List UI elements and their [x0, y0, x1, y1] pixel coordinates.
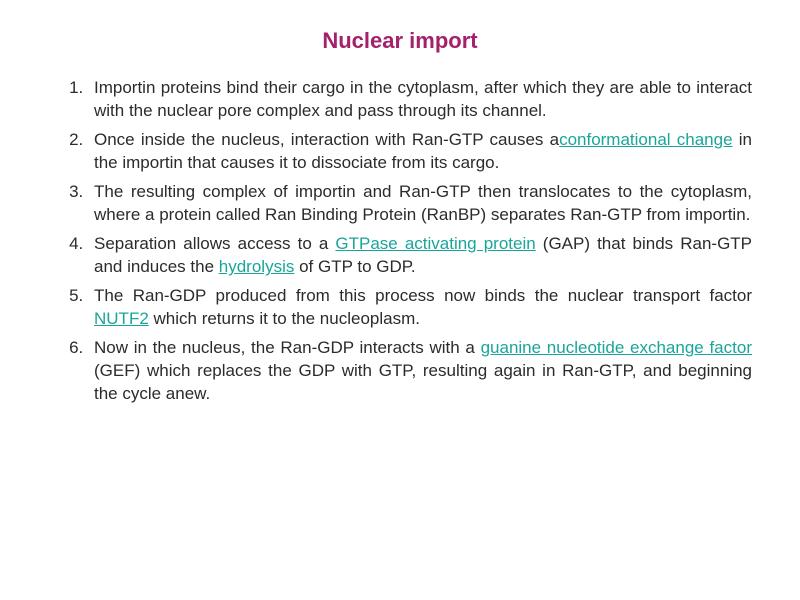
step-6-text-a: Now in the nucleus, the Ran-GDP interact…: [94, 338, 481, 357]
link-guanine-nucleotide-exchange-factor[interactable]: guanine nucleotide exchange factor: [481, 338, 752, 357]
link-hydrolysis[interactable]: hydrolysis: [219, 257, 295, 276]
step-6: Now in the nucleus, the Ran-GDP interact…: [88, 336, 752, 406]
step-1: Importin proteins bind their cargo in th…: [88, 76, 752, 123]
step-1-text: Importin proteins bind their cargo in th…: [94, 78, 752, 120]
step-2: Once inside the nucleus, interaction wit…: [88, 128, 752, 175]
step-5: The Ran-GDP produced from this process n…: [88, 284, 752, 331]
step-6-text-b: (GEF) which replaces the GDP with GTP, r…: [94, 361, 752, 403]
link-nutf2[interactable]: NUTF2: [94, 309, 149, 328]
step-5-text-a: The Ran-GDP produced from this process n…: [94, 286, 752, 305]
slide: Nuclear import Importin proteins bind th…: [0, 0, 800, 600]
step-3: The resulting complex of importin and Ra…: [88, 180, 752, 227]
step-2-text-a: Once inside the nucleus, interaction wit…: [94, 130, 559, 149]
steps-list: Importin proteins bind their cargo in th…: [48, 76, 752, 406]
step-3-text: The resulting complex of importin and Ra…: [94, 182, 752, 224]
link-conformational-change[interactable]: conformational change: [559, 130, 732, 149]
link-gtpase-activating-protein[interactable]: GTPase activating protein: [335, 234, 535, 253]
step-4: Separation allows access to a GTPase act…: [88, 232, 752, 279]
step-4-text-a: Separation allows access to a: [94, 234, 335, 253]
step-4-text-c: of GTP to GDP.: [294, 257, 415, 276]
slide-title: Nuclear import: [48, 28, 752, 54]
step-5-text-b: which returns it to the nucleoplasm.: [149, 309, 420, 328]
